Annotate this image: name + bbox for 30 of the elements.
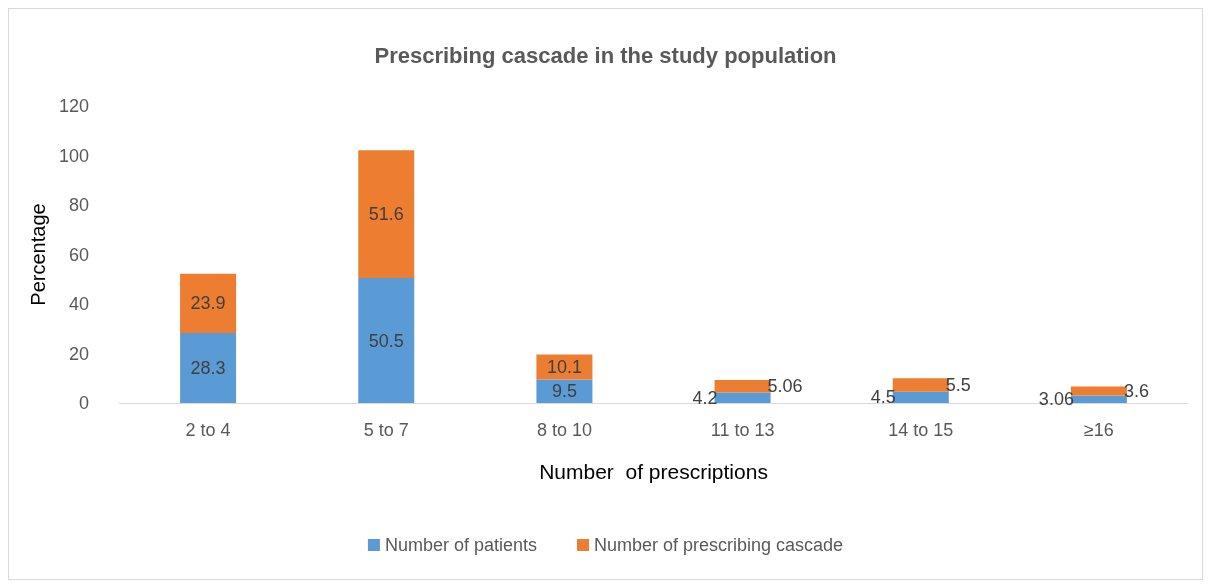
y-tick-label: 40 [68,294,89,314]
y-tick-label: 100 [58,145,89,166]
data-label: 51.6 [368,204,404,225]
bar [358,150,415,279]
data-label: 50.5 [368,330,404,351]
x-tick-label: 5 to 7 [363,420,409,440]
data-label: 10.1 [546,356,582,377]
legend-label: Number of prescribing cascade [593,535,844,555]
x-tick-label: 11 to 13 [710,420,775,440]
bar [180,332,237,403]
data-label: 3.06 [1038,389,1074,410]
y-tick-label: 20 [68,343,89,364]
x-tick-label: 14 to 15 [888,420,954,440]
y-axis-title: Percentage [27,203,50,306]
y-tick-label: 80 [68,195,89,215]
y-tick-label: 0 [78,393,89,413]
x-tick-label: 2 to 4 [185,420,231,440]
data-label: 23.9 [190,293,226,314]
legend-label: Number of patients [384,535,537,555]
data-label: 9.5 [551,381,577,402]
bar [358,278,415,403]
y-tick-label: 120 [58,96,89,116]
bar [180,273,237,333]
y-tick-label: 60 [68,244,89,265]
bar [536,379,593,403]
x-axis-title: Number of prescriptions [539,460,768,483]
x-tick-label: 8 to 10 [536,420,592,440]
x-tick-label: ≥16 [1083,420,1114,440]
chart-title: Prescribing cascade in the study population [374,42,837,68]
data-label: 28.3 [190,357,226,378]
